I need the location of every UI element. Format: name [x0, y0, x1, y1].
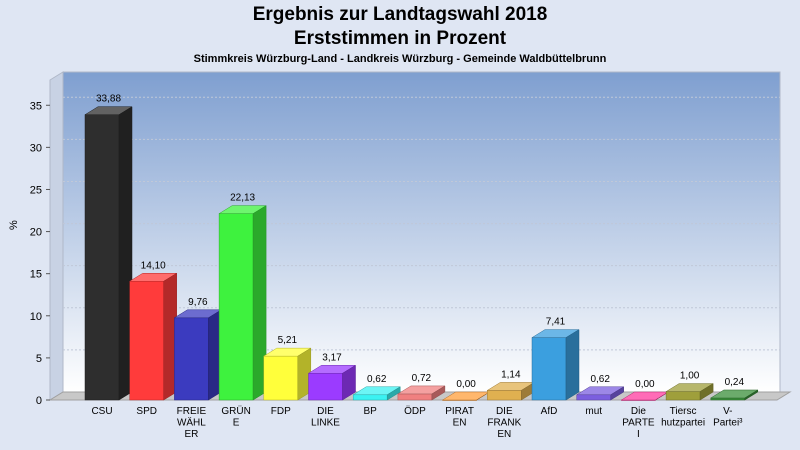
bar: [620, 391, 670, 401]
data-label: 3,17: [322, 352, 342, 363]
y-tick-label: 30: [30, 142, 42, 154]
data-label: 0,62: [367, 374, 387, 385]
chart-title: Ergebnis zur Landtagswahl 2018: [252, 4, 548, 25]
bar: [218, 205, 267, 401]
x-tick-label: DIE FRANK EN: [487, 406, 521, 440]
bar-front: [576, 394, 611, 401]
bar-side: [386, 386, 401, 401]
bar-side: [342, 364, 356, 401]
bar-front: [308, 373, 343, 401]
chart-location-subtitle: Stimmkreis Würzburg-Land - Landkreis Wür…: [193, 53, 607, 65]
bar-front: [263, 355, 299, 401]
bar-front: [531, 337, 567, 401]
bar: [575, 386, 625, 401]
x-tick-label: FREIE WÄHL ER: [177, 406, 207, 440]
bar: [84, 106, 133, 401]
bar: [352, 386, 402, 401]
data-label: 0,62: [590, 374, 610, 385]
bar: [262, 347, 312, 401]
bar-front: [84, 114, 120, 401]
bar: [128, 272, 178, 401]
bar: [397, 385, 446, 401]
x-tick-label: CSU: [91, 406, 112, 417]
bar-front: [710, 397, 746, 401]
x-tick-label: V-Partei³: [713, 406, 743, 429]
data-label: 33,88: [96, 94, 121, 105]
bar-front: [174, 317, 209, 401]
data-label: 14,10: [141, 260, 166, 271]
y-tick-label: 10: [30, 311, 42, 323]
bar-front: [397, 393, 433, 401]
x-tick-label: Tiersc hutzpartei: [661, 406, 705, 429]
data-label: 0,00: [456, 379, 476, 390]
y-tick-label: 15: [30, 269, 42, 281]
bar-front: [129, 281, 164, 401]
bar-front: [487, 390, 522, 401]
data-label: 0,00: [635, 379, 655, 390]
x-tick-label: GRÜN E: [221, 405, 250, 429]
bar-front: [352, 394, 388, 401]
data-label: 5,21: [278, 335, 298, 346]
y-tick-label: 5: [36, 353, 42, 365]
bar: [441, 391, 491, 401]
bar-side: [744, 389, 759, 401]
x-tick-label: DIE LINKE: [311, 406, 340, 429]
bar-front: [218, 213, 254, 401]
data-label: 7,41: [546, 317, 566, 328]
bar: [709, 389, 759, 401]
x-tick-label: ÖDP: [404, 405, 426, 417]
plot-left-wall: [49, 71, 64, 401]
bar-side: [431, 385, 446, 401]
y-tick-label: 25: [30, 184, 42, 196]
bar: [173, 309, 223, 401]
bar-front: [665, 391, 701, 401]
data-label: 22,13: [230, 193, 255, 204]
y-tick-label: 20: [30, 227, 42, 239]
data-label: 1,00: [680, 371, 700, 382]
data-label: 1,14: [501, 369, 521, 380]
y-tick-label: 35: [30, 100, 42, 112]
y-tick-label: 0: [36, 395, 42, 407]
bar: [665, 383, 714, 401]
bar-side: [610, 386, 624, 401]
data-label: 0,72: [412, 373, 432, 384]
data-label: 9,76: [188, 297, 208, 308]
x-tick-label: FDP: [271, 406, 291, 417]
x-tick-label: BP: [364, 406, 378, 417]
x-tick-label: mut: [585, 406, 602, 417]
bar-side: [699, 383, 714, 401]
data-label: 0,24: [725, 377, 745, 388]
bar: [531, 329, 580, 401]
x-tick-label: SPD: [136, 406, 157, 417]
x-tick-label: AfD: [541, 406, 558, 417]
bar: [486, 381, 536, 401]
bar-side: [565, 329, 580, 401]
bar: [307, 364, 357, 401]
x-tick-label: PIRAT EN: [445, 406, 474, 429]
x-tick-label: Die PARTE I: [622, 406, 655, 440]
chart-subtitle: Erststimmen in Prozent: [293, 28, 507, 49]
